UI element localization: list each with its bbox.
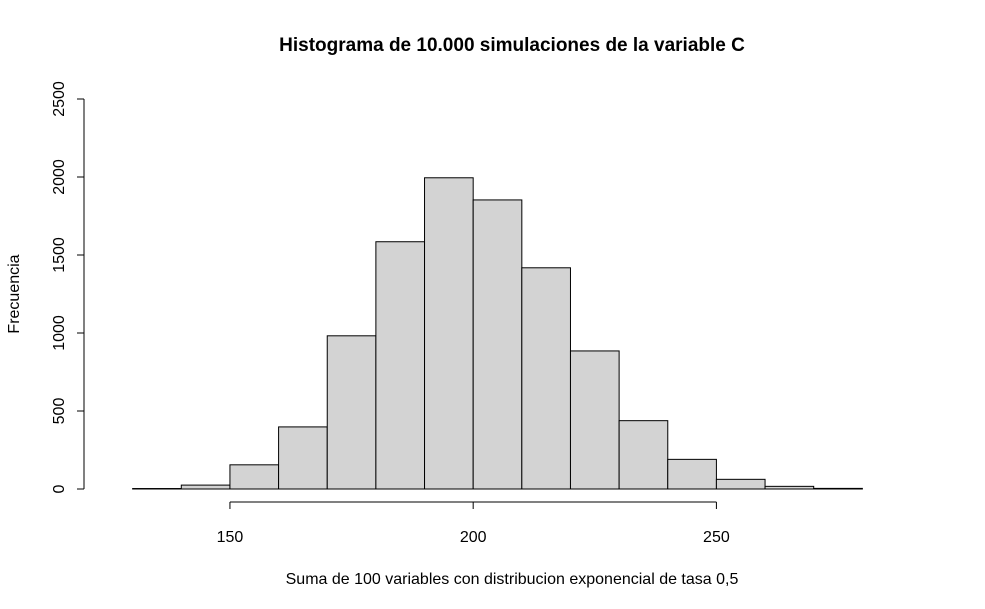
x-axis: 150 200 250: [217, 501, 730, 546]
histogram-bar: [375, 241, 426, 490]
histogram-bar: [180, 484, 231, 490]
y-tick-label: 1000: [51, 315, 68, 351]
histogram-bar: [667, 458, 717, 490]
x-axis-label: Suma de 100 variables con distribucion e…: [286, 571, 739, 588]
y-tick-label: 2500: [51, 81, 68, 117]
histogram-bar: [618, 420, 669, 490]
histogram-bar: [521, 267, 571, 490]
histogram-bar: [715, 478, 766, 490]
x-tick-label: 200: [460, 529, 487, 546]
x-tick-label: 150: [217, 529, 244, 546]
bars-group: [132, 177, 863, 490]
histogram-bar: [472, 199, 523, 490]
y-tick-label: 2000: [51, 159, 68, 195]
histogram-bar: [569, 350, 620, 490]
histogram-bar: [278, 426, 328, 490]
y-axis: 0 500 1000 1500 2000 2500: [51, 81, 85, 493]
y-tick-label: 1500: [51, 237, 68, 273]
y-tick-label: 500: [51, 398, 68, 425]
histogram-bar: [813, 487, 863, 490]
histogram-bar: [764, 485, 815, 490]
histogram-bar: [424, 177, 474, 490]
chart-title: Histograma de 10.000 simulaciones de la …: [279, 35, 745, 56]
y-axis-label: Frecuencia: [6, 254, 23, 333]
histogram-bar: [229, 464, 280, 490]
histogram-bar: [326, 335, 377, 490]
y-tick-label: 0: [51, 484, 68, 493]
x-tick-label: 250: [703, 529, 730, 546]
